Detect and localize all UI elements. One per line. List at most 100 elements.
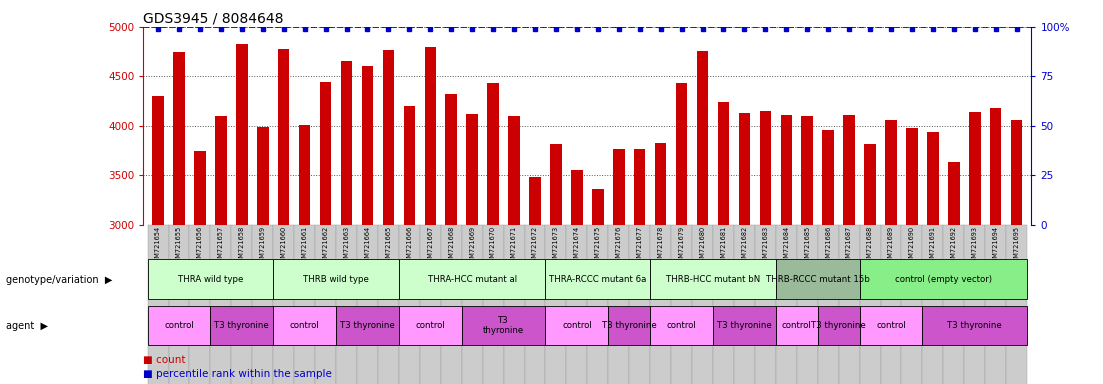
Bar [692,225,713,384]
Bar [152,96,164,225]
Bar [928,132,939,225]
Bar [278,49,289,225]
Bar [634,149,645,225]
Bar [865,144,876,225]
Bar [802,116,813,225]
Text: T3 thyronine: T3 thyronine [947,321,1003,330]
Bar [295,225,315,384]
Bar [739,113,750,225]
Bar [676,83,687,225]
Bar [629,225,650,384]
Bar [655,142,666,225]
Bar [608,306,650,345]
Bar [357,225,378,384]
Text: THRA wild type: THRA wild type [178,275,243,284]
Bar [949,162,960,225]
Text: T3 thyronine: T3 thyronine [717,321,772,330]
Bar [215,116,226,225]
Bar [796,225,817,384]
Text: control: control [782,321,812,330]
Bar [901,225,922,384]
Bar [567,225,588,384]
Bar [483,225,504,384]
Bar [634,149,645,225]
Bar [754,225,775,384]
Bar [928,132,939,225]
Bar [362,66,373,225]
Bar [546,306,608,345]
Bar [211,225,232,384]
Bar [257,127,268,225]
Bar [194,151,205,225]
Bar [550,144,561,225]
Bar [194,151,205,225]
Bar [446,94,457,225]
Text: THRB wild type: THRB wild type [303,275,370,284]
Bar [608,225,629,384]
Bar [922,306,1027,345]
Bar [399,306,462,345]
Bar [508,116,520,225]
Bar [462,306,546,345]
Bar [844,115,855,225]
Text: THRB-HCC mutant bN: THRB-HCC mutant bN [666,275,760,284]
Bar [320,82,331,225]
Bar [173,51,184,225]
Bar [907,128,918,225]
Bar [215,116,226,225]
Bar [718,102,729,225]
Bar [236,44,247,225]
Bar [781,115,792,225]
Bar [655,142,666,225]
Bar [152,96,164,225]
Bar [488,83,499,225]
Bar [446,94,457,225]
Bar [253,225,274,384]
Bar [420,225,441,384]
Bar [425,47,436,225]
Bar [362,66,373,225]
Bar [299,125,310,225]
Bar [886,120,897,225]
Bar [775,260,859,299]
Bar [467,114,478,225]
Text: control: control [876,321,906,330]
Bar [613,149,624,225]
Bar [1006,225,1027,384]
Text: T3
thyronine: T3 thyronine [483,316,524,335]
Bar [859,225,880,384]
Bar [817,306,859,345]
Bar [148,306,211,345]
Bar [320,82,331,225]
Bar [529,177,540,225]
Bar [571,170,582,225]
Text: control: control [563,321,591,330]
Bar [760,111,771,225]
Bar [571,170,582,225]
Bar [713,225,733,384]
Bar [650,260,775,299]
Text: control: control [164,321,194,330]
Text: control: control [290,321,320,330]
Bar [943,225,964,384]
Bar [865,144,876,225]
Text: T3 thyronine: T3 thyronine [602,321,656,330]
Bar [274,225,295,384]
Bar [278,49,289,225]
Bar [964,225,985,384]
Text: control: control [416,321,446,330]
Bar [441,225,462,384]
Bar [232,225,253,384]
Bar [970,112,981,225]
Bar [844,115,855,225]
Bar [383,50,394,225]
Bar [488,83,499,225]
Text: ■ count: ■ count [143,355,186,365]
Bar [525,225,546,384]
Bar [467,114,478,225]
Text: GDS3945 / 8084648: GDS3945 / 8084648 [143,12,283,26]
Bar [970,112,981,225]
Bar [671,225,692,384]
Bar [886,120,897,225]
Bar [739,113,750,225]
